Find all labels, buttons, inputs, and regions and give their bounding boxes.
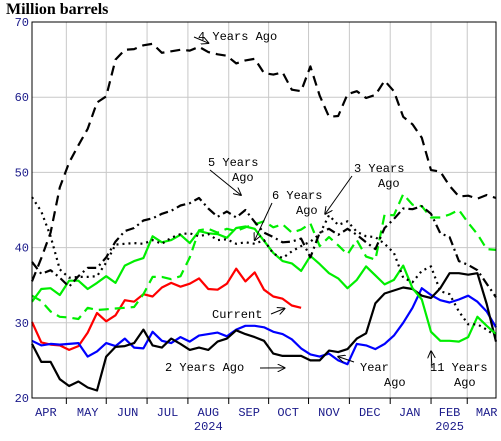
y-tick-label: 70: [15, 16, 29, 30]
anno-11-years-ago-label: 11 Years Ago: [430, 361, 488, 390]
anno-11-years-ago-arrow: [431, 351, 432, 369]
y-tick-label: 40: [15, 242, 29, 256]
x-tick-label: JAN: [399, 406, 421, 420]
x-tick-label: APR: [35, 406, 57, 420]
plot-border: [31, 21, 497, 399]
anno-4-years-ago-line: 4 Years Ago: [198, 30, 277, 44]
y-tick-label: 50: [15, 166, 29, 180]
anno-2-years-ago-line: 2 Years Ago: [165, 361, 244, 375]
x-tick-label: FEB: [439, 406, 461, 420]
y-tick-label: 30: [15, 317, 29, 331]
anno-3-years-ago-arrow: [325, 175, 353, 214]
anno-current-line: Current: [212, 308, 262, 322]
anno-year-ago-label: Year Ago: [360, 361, 406, 390]
anno-5-years-ago-arrow: [209, 169, 241, 195]
x-tick-label: MAR: [476, 406, 498, 420]
y-tick-label: 60: [15, 91, 29, 105]
anno-6-years-ago-arrow: [255, 202, 273, 240]
series-line-4-years-ago: [30, 42, 497, 282]
series-line-5-years-ago: [31, 196, 497, 338]
anno-current-label: Current: [212, 308, 262, 322]
y-tick-label: 20: [15, 392, 29, 406]
anno-6-years-ago-line: 6 Years: [272, 189, 322, 203]
anno-6-years-ago-label: 6 Years Ago: [272, 189, 322, 218]
x-year-label: 2024: [194, 420, 223, 434]
anno-3-years-ago-label: 3 Years Ago: [354, 162, 404, 191]
anno-11-years-ago-line: Ago: [454, 376, 476, 390]
anno-3-years-ago-line: Ago: [378, 177, 400, 191]
x-tick-label: MAY: [77, 406, 99, 420]
x-year-label: 2025: [435, 420, 464, 434]
anno-6-years-ago-line: Ago: [296, 204, 318, 218]
x-tick-label: AUG: [198, 406, 220, 420]
anno-2-years-ago-label: 2 Years Ago: [165, 361, 244, 375]
anno-year-ago-line: Year: [360, 361, 389, 375]
anno-5-years-ago-line: 5 Years: [208, 156, 258, 170]
anno-4-years-ago-arrow: [193, 36, 208, 43]
x-tick-label: JUN: [117, 406, 139, 420]
anno-11-years-ago-line: 11 Years: [430, 361, 488, 375]
anno-3-years-ago-line: 3 Years: [354, 162, 404, 176]
anno-year-ago-line: Ago: [384, 376, 406, 390]
anno-4-years-ago-label: 4 Years Ago: [198, 30, 277, 44]
anno-5-years-ago-line: Ago: [232, 171, 254, 185]
x-tick-label: DEC: [359, 406, 381, 420]
anno-current-arrow: [270, 309, 284, 314]
anno-5-years-ago-label: 5 Years Ago: [208, 156, 258, 185]
x-tick-label: JUL: [157, 406, 179, 420]
x-tick-label: OCT: [277, 406, 299, 420]
x-tick-label: NOV: [318, 406, 340, 420]
x-tick-label: SEP: [238, 406, 260, 420]
series-line-2-years-ago: [31, 272, 498, 392]
series-line-current: [30, 267, 302, 351]
anno-year-ago-arrow: [338, 357, 355, 362]
chart-title: Million barrels: [6, 1, 108, 18]
